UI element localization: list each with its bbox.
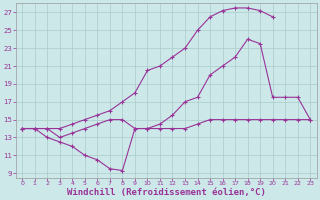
X-axis label: Windchill (Refroidissement éolien,°C): Windchill (Refroidissement éolien,°C) <box>67 188 266 197</box>
